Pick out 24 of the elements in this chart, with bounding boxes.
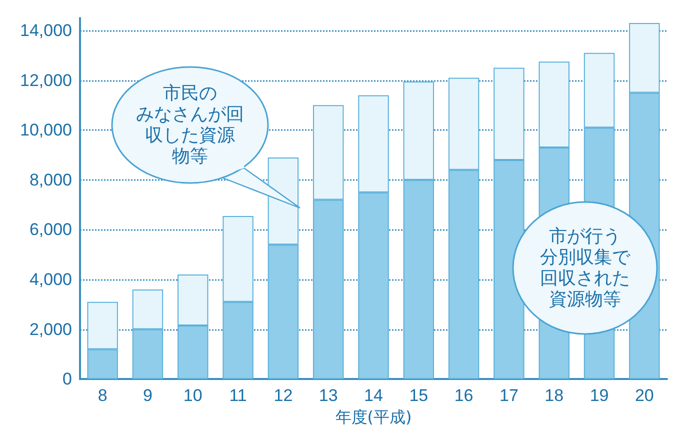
x-tick-label: 8 xyxy=(98,386,108,406)
y-tick-label: 4,000 xyxy=(29,270,72,289)
y-tick-label: 6,000 xyxy=(29,220,72,240)
series-label: 市民のみなさんが回収した資源物等 xyxy=(136,83,244,167)
series-label: 市が行う分別収集で回収された資源物等 xyxy=(540,226,630,310)
y-tick-label: 10,000 xyxy=(20,120,72,140)
x-tick-label: 14 xyxy=(364,386,383,406)
x-tick-label: 20 xyxy=(634,386,654,406)
x-tick-label: 11 xyxy=(229,386,247,406)
y-tick-label: 0 xyxy=(62,370,72,389)
x-tick-label: 9 xyxy=(142,386,152,406)
x-axis-title: 年度(平成) xyxy=(335,408,412,426)
y-tick-label: 14,000 xyxy=(20,20,72,40)
y-tick-label: 12,000 xyxy=(20,70,72,90)
x-tick-label: 15 xyxy=(409,386,428,406)
y-tick-label: 2,000 xyxy=(29,320,72,339)
x-tick-label: 19 xyxy=(590,386,609,406)
x-tick-label: 10 xyxy=(183,386,202,406)
x-tick-label: 17 xyxy=(500,386,518,406)
x-tick-label: 16 xyxy=(454,386,474,406)
x-tick-label: 12 xyxy=(274,386,293,406)
y-tick-label: 8,000 xyxy=(29,170,72,190)
x-tick-label: 18 xyxy=(544,386,564,406)
x-tick-label: 13 xyxy=(318,386,338,406)
